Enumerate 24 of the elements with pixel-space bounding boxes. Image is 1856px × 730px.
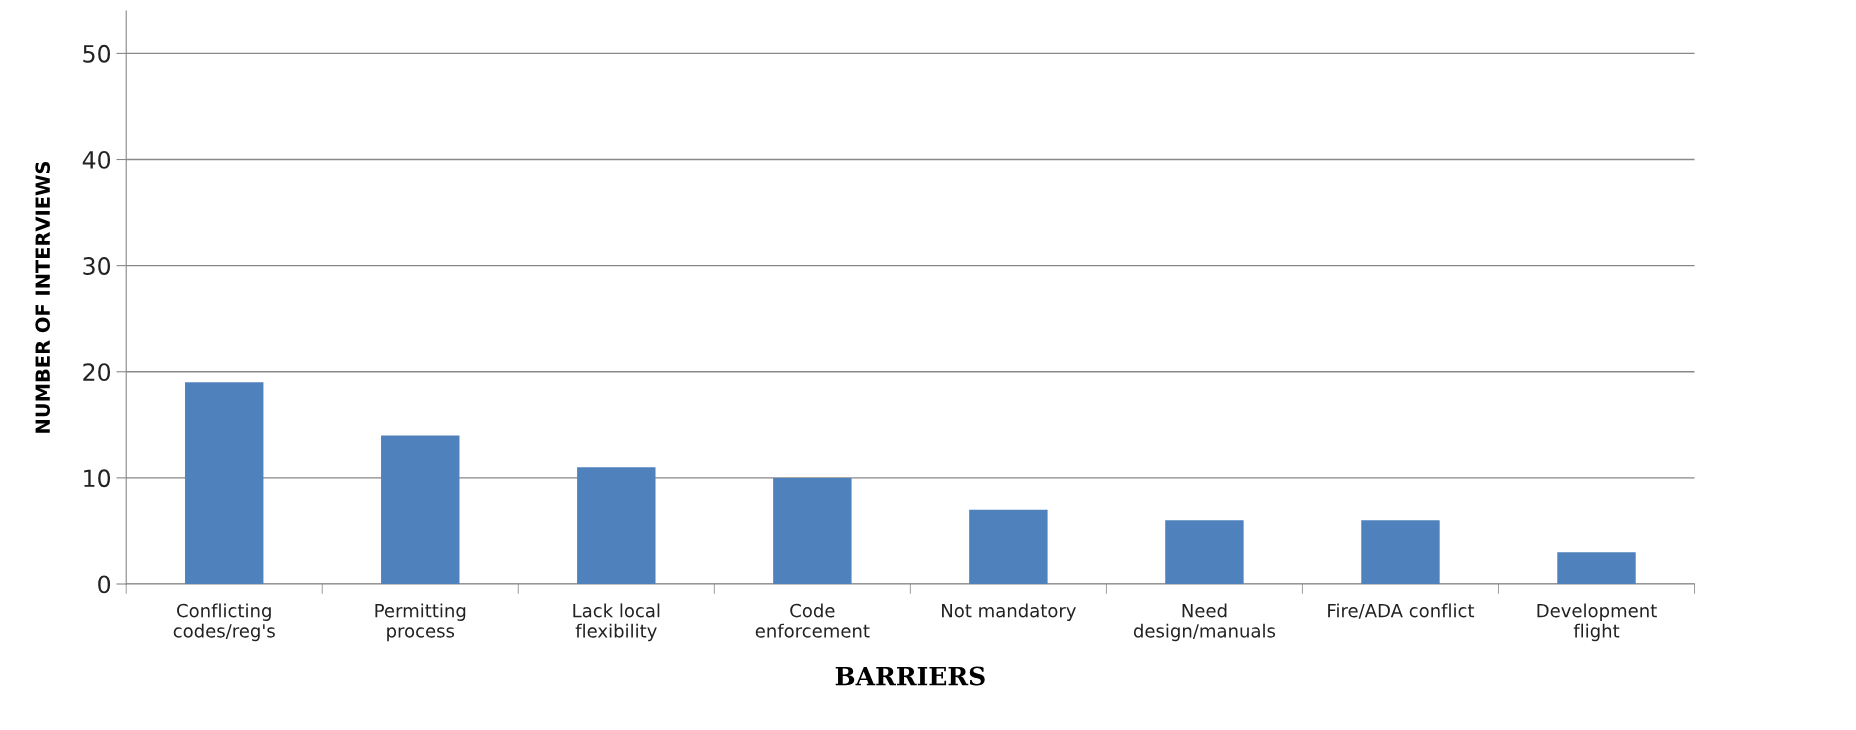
y-tick-label: 50: [83, 44, 111, 63]
y-tick-label: 0: [98, 575, 111, 594]
x-tick-label: Development flight: [1537, 603, 1657, 642]
bar: [1165, 520, 1244, 584]
bar: [773, 477, 852, 584]
x-axis-title: BARRIERS: [835, 666, 985, 686]
x-tick-label: Lack local flexibility: [573, 603, 660, 642]
bar: [381, 435, 460, 584]
y-axis-title: NUMBER OF INTERVIEWS: [35, 161, 51, 433]
y-tick-label: 20: [83, 363, 111, 382]
bar: [1557, 552, 1636, 584]
x-tick-label: Code enforcement: [755, 603, 870, 638]
y-tick-label: 10: [84, 469, 111, 488]
x-tick-label: Need design/manuals: [1133, 603, 1276, 642]
bar: [185, 382, 264, 584]
y-tick-label: 30: [83, 257, 111, 275]
y-tick-label: 40: [82, 150, 111, 169]
x-tick-label: Not mandatory: [942, 603, 1076, 621]
bar: [577, 467, 656, 584]
bar: [969, 509, 1048, 584]
x-tick-label: Conflicting codes/reg's: [173, 603, 275, 642]
bar: [1361, 520, 1440, 584]
x-tick-label: Permitting process: [375, 603, 466, 642]
x-tick-label: Fire/ADA conflict: [1328, 603, 1475, 619]
